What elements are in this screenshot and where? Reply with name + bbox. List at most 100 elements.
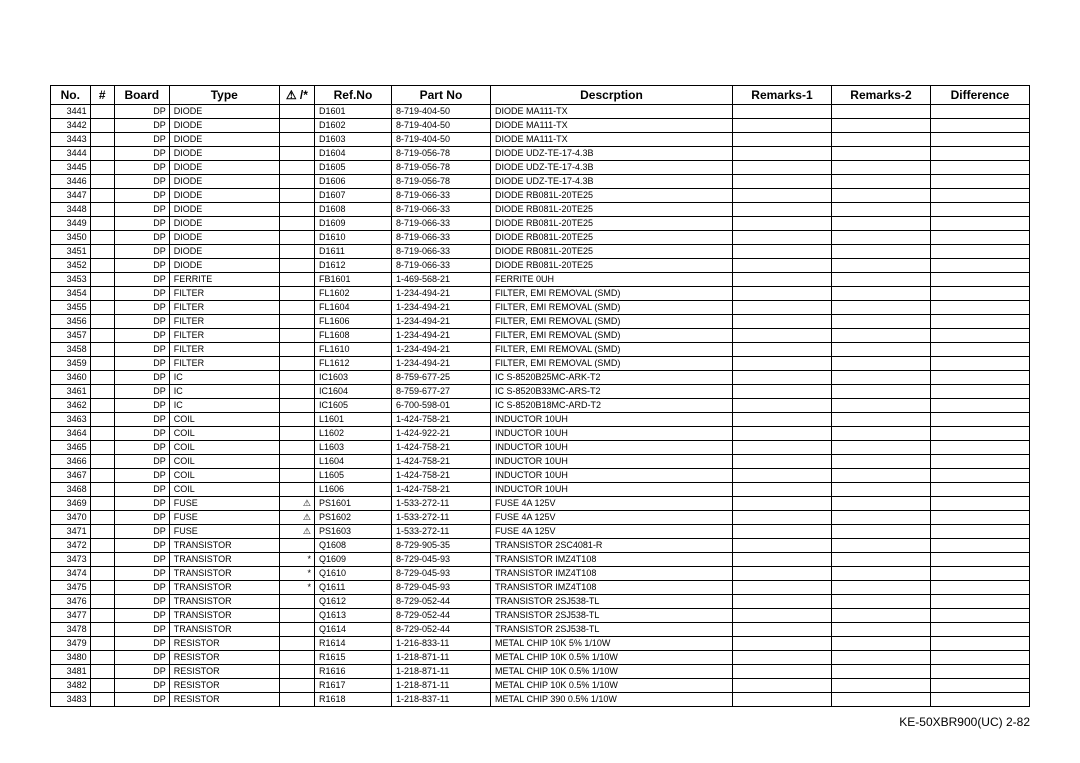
table-cell [279, 161, 314, 175]
table-cell: D1601 [314, 105, 391, 119]
table-cell [90, 693, 114, 707]
table-row: 3463DPCOILL16011-424-758-21INDUCTOR 10UH [51, 413, 1030, 427]
table-cell: DP [114, 623, 169, 637]
table-cell: FL1610 [314, 343, 391, 357]
table-cell: TRANSISTOR [169, 581, 279, 595]
table-cell [90, 651, 114, 665]
table-cell [90, 119, 114, 133]
col-hash: # [90, 86, 114, 105]
table-cell: DIODE [169, 189, 279, 203]
table-cell [831, 665, 930, 679]
table-cell: R1614 [314, 637, 391, 651]
table-cell [732, 329, 831, 343]
table-cell: DP [114, 147, 169, 161]
table-row: 3464DPCOILL16021-424-922-21INDUCTOR 10UH [51, 427, 1030, 441]
table-cell: 1-234-494-21 [391, 357, 490, 371]
table-cell: DP [114, 595, 169, 609]
table-row: 3469DPFUSE⚠PS16011-533-272-11FUSE 4A 125… [51, 497, 1030, 511]
table-cell: 1-234-494-21 [391, 343, 490, 357]
table-cell [831, 203, 930, 217]
table-cell: 1-234-494-21 [391, 329, 490, 343]
table-cell [732, 189, 831, 203]
table-row: 3451DPDIODED16118-719-066-33DIODE RB081L… [51, 245, 1030, 259]
table-cell [831, 539, 930, 553]
table-cell [930, 175, 1029, 189]
table-cell [90, 623, 114, 637]
table-cell: 1-234-494-21 [391, 287, 490, 301]
table-cell [930, 483, 1029, 497]
table-cell: FILTER, EMI REMOVAL (SMD) [490, 287, 732, 301]
table-cell [732, 259, 831, 273]
col-board: Board [114, 86, 169, 105]
table-cell: L1601 [314, 413, 391, 427]
table-cell [279, 175, 314, 189]
table-cell [732, 161, 831, 175]
table-row: 3481DPRESISTORR16161-218-871-11METAL CHI… [51, 665, 1030, 679]
table-cell: 3446 [51, 175, 91, 189]
table-cell [930, 357, 1029, 371]
col-r2: Remarks-2 [831, 86, 930, 105]
table-cell [90, 105, 114, 119]
table-cell [279, 329, 314, 343]
table-cell [930, 343, 1029, 357]
table-cell [732, 273, 831, 287]
table-cell [279, 273, 314, 287]
table-cell: 1-533-272-11 [391, 525, 490, 539]
table-cell: 3468 [51, 483, 91, 497]
table-cell: 1-469-568-21 [391, 273, 490, 287]
parts-table: No. # Board Type ⚠ /* Ref.No Part No Des… [50, 85, 1030, 707]
table-cell: 1-218-871-11 [391, 665, 490, 679]
table-cell [930, 427, 1029, 441]
table-cell: DP [114, 357, 169, 371]
table-cell [279, 665, 314, 679]
table-cell: Q1609 [314, 553, 391, 567]
table-cell: IC S-8520B33MC-ARS-T2 [490, 385, 732, 399]
table-cell: 3459 [51, 357, 91, 371]
table-cell: IC S-8520B25MC-ARK-T2 [490, 371, 732, 385]
table-cell [90, 259, 114, 273]
table-cell: METAL CHIP 10K 0.5% 1/10W [490, 665, 732, 679]
table-cell: Q1610 [314, 567, 391, 581]
table-cell [831, 119, 930, 133]
table-cell [279, 539, 314, 553]
table-cell: TRANSISTOR [169, 567, 279, 581]
table-cell [279, 245, 314, 259]
table-cell [90, 609, 114, 623]
table-cell: 8-729-045-93 [391, 567, 490, 581]
table-cell: FILTER, EMI REMOVAL (SMD) [490, 357, 732, 371]
table-cell: D1611 [314, 245, 391, 259]
table-cell [930, 245, 1029, 259]
table-cell: Q1608 [314, 539, 391, 553]
table-cell [732, 511, 831, 525]
table-cell: FB1601 [314, 273, 391, 287]
table-cell: DP [114, 385, 169, 399]
table-cell: DP [114, 539, 169, 553]
table-cell: DP [114, 413, 169, 427]
table-cell: IC [169, 371, 279, 385]
table-cell [831, 287, 930, 301]
table-cell [831, 385, 930, 399]
table-cell: DP [114, 455, 169, 469]
table-cell: 3450 [51, 231, 91, 245]
table-cell: 3443 [51, 133, 91, 147]
table-cell: DP [114, 175, 169, 189]
table-cell: COIL [169, 483, 279, 497]
table-cell: TRANSISTOR [169, 539, 279, 553]
table-cell [90, 133, 114, 147]
table-cell [732, 651, 831, 665]
table-row: 3483DPRESISTORR16181-218-837-11METAL CHI… [51, 693, 1030, 707]
table-cell: PS1601 [314, 497, 391, 511]
table-cell [732, 623, 831, 637]
table-cell: DP [114, 217, 169, 231]
table-cell [279, 595, 314, 609]
table-cell: INDUCTOR 10UH [490, 455, 732, 469]
table-cell [732, 147, 831, 161]
table-cell: DP [114, 651, 169, 665]
table-cell: DIODE RB081L-20TE25 [490, 231, 732, 245]
table-cell [732, 679, 831, 693]
table-cell [930, 119, 1029, 133]
table-cell: 8-719-066-33 [391, 231, 490, 245]
table-cell: DP [114, 609, 169, 623]
table-row: 3450DPDIODED16108-719-066-33DIODE RB081L… [51, 231, 1030, 245]
table-cell: R1618 [314, 693, 391, 707]
